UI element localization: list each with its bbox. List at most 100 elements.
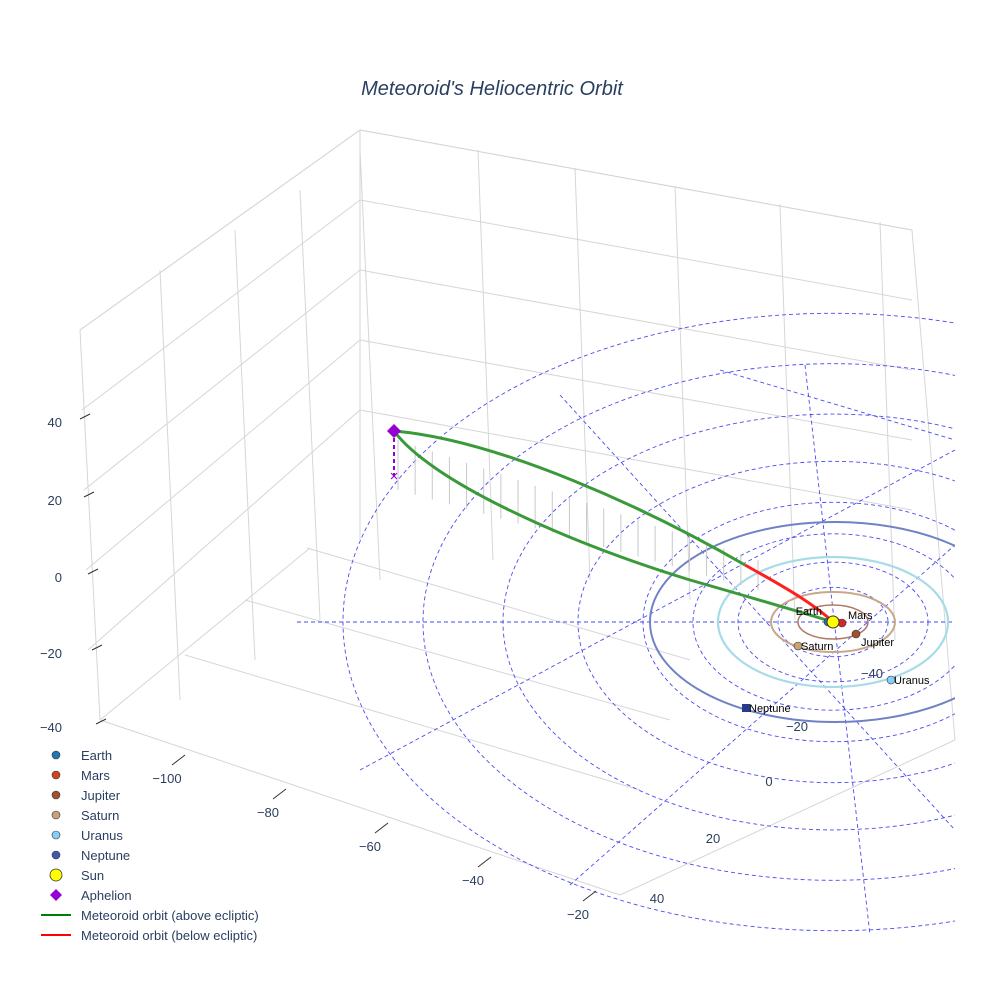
- planet-label: Uranus: [894, 675, 930, 687]
- axis-ticks: 40 20 0 −20 −40 −100 −80 −60 −40 −20 40 20 0 −20 −40: [40, 413, 883, 922]
- planet-orbit: [716, 555, 950, 689]
- legend-label: Jupiter: [81, 788, 121, 803]
- orbit-below: [744, 563, 835, 624]
- grid-line: [87, 409, 361, 651]
- grid-line: [619, 739, 956, 896]
- z-tick-mark: [79, 413, 91, 420]
- legend-marker-icon: [51, 750, 61, 760]
- ecliptic-ring: [502, 413, 955, 831]
- x-tick-mark: [477, 856, 492, 868]
- legend-sun-icon: [49, 868, 63, 882]
- planet-label: Mars: [848, 610, 873, 622]
- grid-line: [574, 167, 591, 581]
- z-tick-label: −20: [40, 646, 62, 661]
- planet-orbit: [797, 604, 869, 640]
- aphelion-projection-icon: ×: [390, 468, 399, 485]
- z-tick-label: 0: [55, 570, 62, 585]
- grid-line: [83, 269, 361, 491]
- legend-item-uranus[interactable]: Uranus: [51, 828, 123, 843]
- legend-item-mars[interactable]: Mars: [51, 768, 110, 783]
- orbit-above-lower: [392, 430, 834, 624]
- grid-line: [779, 203, 796, 621]
- x-tick-mark: [582, 890, 597, 902]
- legend-item-aphelion[interactable]: Aphelion: [50, 888, 132, 903]
- z-tick-label: 20: [48, 493, 62, 508]
- y-tick-label: −40: [861, 666, 883, 681]
- grid-line: [85, 339, 361, 571]
- y-tick-label: 20: [706, 831, 720, 846]
- grid-line: [234, 229, 256, 661]
- legend-label: Mars: [81, 768, 110, 783]
- legend-label: Neptune: [81, 848, 130, 863]
- planet-orbits: [649, 521, 955, 723]
- planet-label: Saturn: [801, 641, 833, 653]
- legend-label: Meteoroid orbit (above ecliptic): [81, 908, 259, 923]
- x-tick-mark: [171, 754, 186, 766]
- planet-neptune: [742, 704, 750, 712]
- legend-item-meteoroid-orbit-below-ecliptic-[interactable]: Meteoroid orbit (below ecliptic): [41, 928, 257, 943]
- legend-item-earth[interactable]: Earth: [51, 748, 112, 763]
- legend-item-saturn[interactable]: Saturn: [51, 808, 119, 823]
- grid-line: [674, 185, 691, 601]
- grid-line: [244, 599, 671, 721]
- ecliptic-spoke: [804, 364, 871, 936]
- aphelion-marker: [387, 424, 401, 438]
- planet-orbit: [770, 591, 896, 653]
- grid-line: [184, 654, 641, 791]
- grid-line: [359, 199, 913, 301]
- grid-line: [359, 129, 913, 231]
- x-tick-label: −20: [567, 907, 589, 922]
- axis-grid: [79, 129, 956, 896]
- grid-line: [359, 149, 381, 581]
- z-tick-mark: [95, 718, 107, 725]
- meteoroid-orbit: ×: [387, 424, 835, 624]
- sun-marker: [826, 615, 840, 629]
- legend-marker-icon: [51, 830, 61, 840]
- legend-marker-icon: [51, 770, 61, 780]
- z-tick-mark: [87, 568, 99, 575]
- grid-line: [359, 339, 913, 441]
- ecliptic-grid: [297, 312, 955, 936]
- chart-title: Meteoroid's Heliocentric Orbit: [361, 78, 624, 100]
- grid-line: [306, 547, 691, 661]
- grid-line: [99, 719, 621, 896]
- planet-label: Neptune: [749, 703, 791, 715]
- x-tick-mark: [272, 788, 287, 800]
- planet-label: Earth: [796, 606, 822, 618]
- grid-line: [79, 329, 101, 721]
- legend-item-neptune[interactable]: Neptune: [51, 848, 130, 863]
- legend-marker-icon: [51, 810, 61, 820]
- planet-uranus: [886, 675, 896, 685]
- legend-item-jupiter[interactable]: Jupiter: [51, 788, 121, 803]
- grid-line: [477, 149, 494, 561]
- legend-marker-icon: [51, 850, 61, 860]
- planet-saturn: [793, 641, 803, 651]
- y-tick-label: 0: [765, 774, 772, 789]
- x-tick-label: −40: [462, 873, 484, 888]
- legend-label: Sun: [81, 868, 104, 883]
- ecliptic-spoke: [719, 369, 955, 441]
- z-tick-label: 40: [48, 415, 62, 430]
- legend-item-meteoroid-orbit-above-ecliptic-[interactable]: Meteoroid orbit (above ecliptic): [41, 908, 259, 923]
- ecliptic-spoke: [569, 544, 955, 886]
- legend-item-sun[interactable]: Sun: [49, 868, 104, 883]
- z-tick-mark: [91, 644, 103, 651]
- x-tick-mark: [374, 822, 389, 834]
- legend-label: Meteoroid orbit (below ecliptic): [81, 928, 257, 943]
- x-tick-label: −80: [257, 805, 279, 820]
- x-tick-label: −60: [359, 839, 381, 854]
- ecliptic-spoke: [559, 394, 955, 831]
- legend-label: Aphelion: [81, 888, 132, 903]
- planet-orbit: [649, 521, 955, 723]
- legend-label: Earth: [81, 748, 112, 763]
- grid-line: [359, 269, 913, 371]
- grid-line: [911, 229, 956, 741]
- grid-line: [99, 547, 311, 721]
- legend-label: Uranus: [81, 828, 123, 843]
- x-tick-label: −100: [152, 771, 181, 786]
- legend-marker-icon: [51, 790, 61, 800]
- legend[interactable]: Earth Mars Jupiter Saturn Uranus Neptune Sun Ap…: [41, 748, 259, 943]
- grid-line: [159, 269, 181, 701]
- grid-line: [79, 129, 361, 331]
